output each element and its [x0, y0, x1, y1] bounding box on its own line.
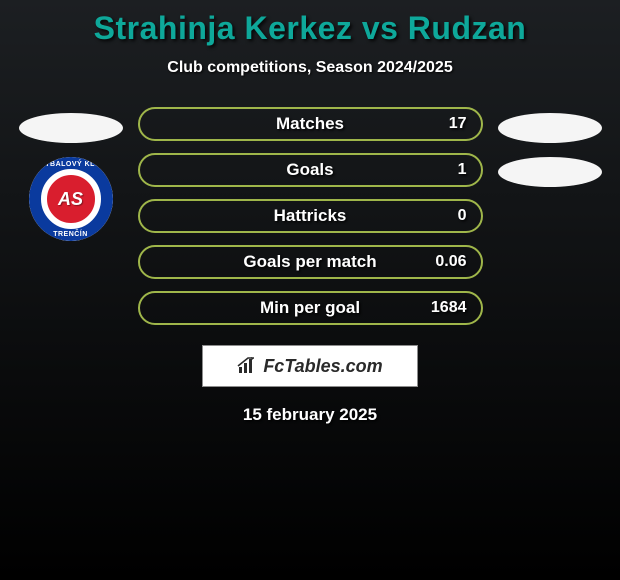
- player-ellipse-right-2: [498, 157, 602, 187]
- player-ellipse-left: [19, 113, 123, 143]
- stat-value: 1684: [431, 299, 467, 317]
- badge-text-top: FUTBALOVÝ KLUB: [29, 161, 113, 168]
- badge-text-bottom: TRENČÍN: [29, 231, 113, 238]
- content-row: FUTBALOVÝ KLUB AS TRENČÍN Matches 17 Goa…: [0, 107, 620, 325]
- player-ellipse-right-1: [498, 113, 602, 143]
- stat-label: Goals per match: [243, 252, 376, 272]
- stat-value: 17: [449, 115, 467, 133]
- brand-box: FcTables.com: [202, 345, 418, 387]
- badge-letters: AS: [58, 189, 83, 210]
- club-badge-trencin: FUTBALOVÝ KLUB AS TRENČÍN: [29, 157, 113, 241]
- left-column: FUTBALOVÝ KLUB AS TRENČÍN: [16, 107, 126, 241]
- stat-label: Min per goal: [260, 298, 360, 318]
- stat-label: Hattricks: [274, 206, 347, 226]
- stat-value: 1: [458, 161, 467, 179]
- stat-bar-hattricks: Hattricks 0: [138, 199, 483, 233]
- stat-bar-goals: Goals 1: [138, 153, 483, 187]
- subtitle: Club competitions, Season 2024/2025: [0, 59, 620, 77]
- stat-bar-goals-per-match: Goals per match 0.06: [138, 245, 483, 279]
- right-column: [495, 107, 605, 187]
- stat-bar-min-per-goal: Min per goal 1684: [138, 291, 483, 325]
- date-line: 15 february 2025: [0, 405, 620, 425]
- stat-bar-matches: Matches 17: [138, 107, 483, 141]
- stats-column: Matches 17 Goals 1 Hattricks 0 Goals per…: [138, 107, 483, 325]
- stat-label: Matches: [276, 114, 344, 134]
- page-title: Strahinja Kerkez vs Rudzan: [0, 10, 620, 47]
- brand-text: FcTables.com: [263, 356, 382, 377]
- stat-label: Goals: [286, 160, 333, 180]
- infographic-root: Strahinja Kerkez vs Rudzan Club competit…: [0, 0, 620, 425]
- stat-value: 0: [458, 207, 467, 225]
- stat-value: 0.06: [435, 253, 466, 271]
- chart-icon: [237, 357, 257, 375]
- badge-center: AS: [45, 173, 97, 225]
